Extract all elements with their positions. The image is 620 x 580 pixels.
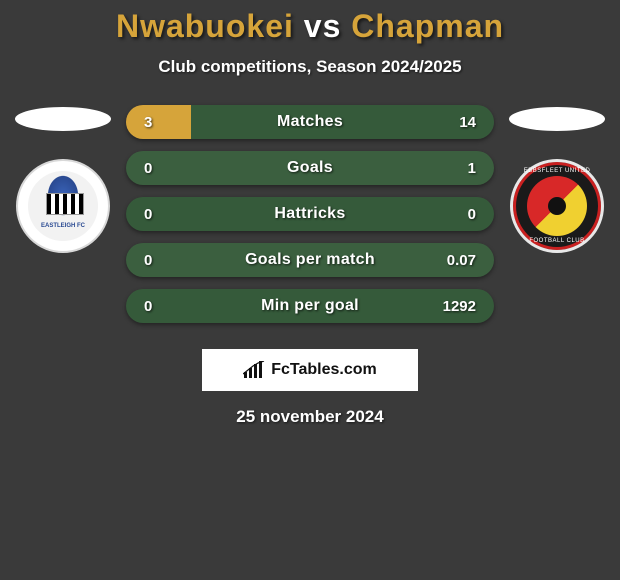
left-team-col: EASTLEIGH FC <box>8 105 118 253</box>
stat-right-value: 14 <box>432 114 476 131</box>
right-badge-bottom-label: FOOTBALL CLUB <box>513 238 601 244</box>
stat-right-value: 0.07 <box>432 252 476 269</box>
stat-left-value: 0 <box>144 252 188 269</box>
stat-left-value: 0 <box>144 298 188 315</box>
vs-separator: vs <box>304 8 342 44</box>
stat-row: 0 Hattricks 0 <box>126 197 494 231</box>
subtitle: Club competitions, Season 2024/2025 <box>0 57 620 77</box>
stat-left-value: 3 <box>144 114 188 131</box>
stats-column: 3 Matches 14 0 Goals 1 0 Hattricks 0 0 Goals per m… <box>118 105 502 335</box>
player2-name: Chapman <box>351 8 504 44</box>
stat-left-value: 0 <box>144 160 188 177</box>
stat-left-value: 0 <box>144 206 188 223</box>
stat-right-value: 1 <box>432 160 476 177</box>
brand-text: FcTables.com <box>271 361 377 379</box>
badge-decoration <box>527 176 587 236</box>
left-platform-ellipse <box>15 107 111 131</box>
main-row: EASTLEIGH FC 3 Matches 14 0 Goals 1 0 Hattricks… <box>0 105 620 335</box>
stat-label: Hattricks <box>274 205 345 223</box>
stat-label: Goals per match <box>245 251 375 269</box>
comparison-date: 25 november 2024 <box>0 407 620 427</box>
stat-row: 0 Goals per match 0.07 <box>126 243 494 277</box>
stat-right-value: 0 <box>432 206 476 223</box>
left-team-badge: EASTLEIGH FC <box>16 159 110 253</box>
stat-row: 3 Matches 14 <box>126 105 494 139</box>
brand-attribution: FcTables.com <box>202 349 418 391</box>
badge-decoration <box>548 197 566 215</box>
stat-row: 0 Min per goal 1292 <box>126 289 494 323</box>
stat-label: Matches <box>277 113 343 131</box>
right-badge-top-label: EBBSFLEET UNITED <box>513 168 601 174</box>
stat-right-value: 1292 <box>432 298 476 315</box>
right-team-col: EBBSFLEET UNITED FOOTBALL CLUB <box>502 105 612 253</box>
comparison-card: Nwabuokei vs Chapman Club competitions, … <box>0 0 620 427</box>
page-title: Nwabuokei vs Chapman <box>0 8 620 45</box>
badge-decoration <box>46 193 84 215</box>
right-team-badge: EBBSFLEET UNITED FOOTBALL CLUB <box>510 159 604 253</box>
player1-name: Nwabuokei <box>116 8 294 44</box>
left-badge-label: EASTLEIGH FC <box>18 223 108 229</box>
bar-chart-icon <box>243 361 265 379</box>
stat-label: Goals <box>287 159 333 177</box>
right-platform-ellipse <box>509 107 605 131</box>
stat-label: Min per goal <box>261 297 359 315</box>
stat-row: 0 Goals 1 <box>126 151 494 185</box>
